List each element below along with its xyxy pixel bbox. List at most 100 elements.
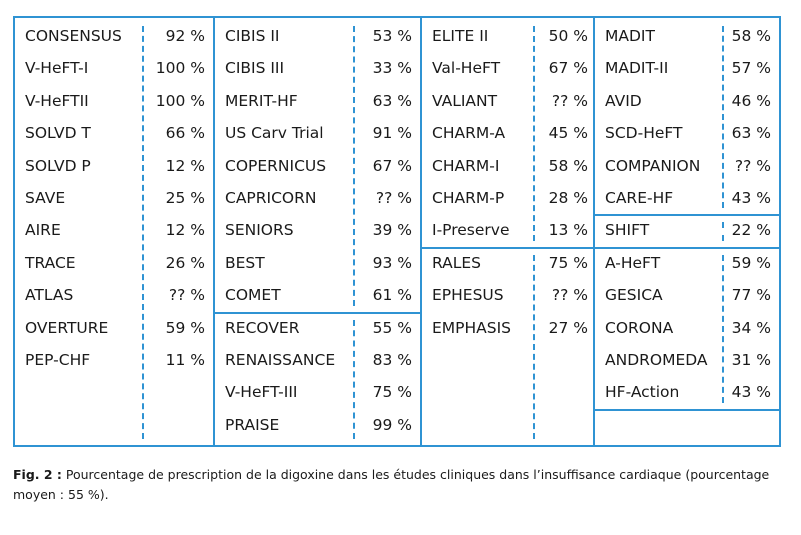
trial-name: CIBIS II: [225, 27, 280, 45]
table-group: CIBIS II 53 % CIBIS III 33 % MERIT-HF 63 % US …: [215, 20, 420, 312]
table-row: EMPHASIS 27 %: [422, 312, 593, 344]
table-row: ELITE II 50 %: [422, 20, 593, 52]
table-row: Val-HeFT 67 %: [422, 52, 593, 84]
trial-name: CIBIS III: [225, 59, 285, 78]
prescription-percentage: 75 %: [548, 253, 588, 272]
dashed-separator: [142, 26, 144, 439]
table-row: VALIANT ?? %: [422, 85, 593, 117]
table-row: COMPANION ?? %: [595, 150, 779, 182]
prescription-percentage: 63 %: [372, 91, 412, 110]
table-row: CONSENSUS 92 %: [15, 20, 213, 52]
table-row: GESICA 77 %: [595, 279, 779, 311]
prescription-percentage: 46 %: [731, 91, 771, 110]
trial-name: AVID: [605, 91, 642, 110]
dashed-separator: [353, 26, 355, 306]
prescription-percentage: 58 %: [548, 156, 588, 175]
prescription-percentage: 59 %: [731, 253, 771, 272]
trial-name: RENAISSANCE: [225, 350, 336, 369]
table-row: MADIT 58 %: [595, 20, 779, 52]
table-row: CHARM-A 45 %: [422, 117, 593, 149]
trial-name: SOLVD T: [25, 124, 91, 143]
table-group: SHIFT 22 %: [595, 214, 779, 246]
table-group: [595, 408, 779, 445]
prescription-percentage: ?? %: [734, 156, 771, 175]
table-row: HF-Action 43 %: [595, 376, 779, 408]
trial-name: HF-Action: [605, 383, 680, 402]
table-row: RECOVER 55 %: [215, 312, 420, 344]
prescription-percentage: 99 %: [372, 415, 412, 434]
trial-name: MADIT-II: [605, 59, 669, 78]
table-row: TRACE 26 %: [15, 247, 213, 279]
prescription-percentage: 28 %: [548, 189, 588, 207]
table-row: ATLAS ?? %: [15, 279, 213, 311]
dashed-separator: [722, 254, 724, 403]
table-row: I-Preserve 13 %: [422, 214, 593, 246]
trial-name: CARE-HF: [605, 189, 674, 207]
prescription-percentage: ?? %: [168, 286, 205, 305]
table-row: AVID 46 %: [595, 85, 779, 117]
table-group: CONSENSUS 92 % V-HeFT-I 100 % V-HeFTII 100 % S…: [15, 20, 213, 445]
trial-name: CONSENSUS: [25, 27, 122, 45]
prescription-percentage: 77 %: [731, 286, 771, 305]
table-row: CARE-HF 43 %: [595, 182, 779, 214]
prescription-percentage: 83 %: [372, 350, 412, 369]
table-row: PEP-CHF 11 %: [15, 344, 213, 376]
trial-name: VALIANT: [432, 91, 498, 110]
prescription-percentage: 92 %: [165, 27, 205, 45]
table-row: CIBIS III 33 %: [215, 52, 420, 84]
table-row: SHIFT 22 %: [595, 214, 779, 246]
table-column-3: ELITE II 50 % Val-HeFT 67 % VALIANT ?? % CHARM…: [420, 18, 593, 445]
prescription-percentage: 27 %: [548, 318, 588, 337]
trial-name: SENIORS: [225, 221, 294, 240]
table-row: RALES 75 %: [422, 247, 593, 279]
table-group: RECOVER 55 % RENAISSANCE 83 % V-HeFT-III 75 %…: [215, 311, 420, 445]
table-row: A-HeFT 59 %: [595, 247, 779, 279]
table-row: SCD-HeFT 63 %: [595, 117, 779, 149]
table-row: BEST 93 %: [215, 247, 420, 279]
table-row: COMET 61 %: [215, 279, 420, 311]
prescription-percentage: 58 %: [731, 27, 771, 45]
trial-name: EPHESUS: [432, 286, 504, 305]
dashed-separator: [533, 26, 535, 241]
trial-name: BEST: [225, 253, 265, 272]
table-row: PRAISE 99 %: [215, 409, 420, 441]
trial-name: MERIT-HF: [225, 91, 298, 110]
prescription-percentage: 61 %: [372, 286, 412, 305]
trial-name: V-HeFT-III: [225, 383, 298, 402]
table-group: MADIT 58 % MADIT-II 57 % AVID 46 % SCD-HeFT 63 …: [595, 20, 779, 214]
table-row: MADIT-II 57 %: [595, 52, 779, 84]
trial-name: EMPHASIS: [432, 318, 512, 337]
trial-name: US Carv Trial: [225, 124, 324, 143]
prescription-percentage: 34 %: [731, 318, 771, 337]
prescription-percentage: 57 %: [731, 59, 771, 78]
prescription-percentage: 25 %: [165, 189, 205, 207]
prescription-percentage: 67 %: [548, 59, 588, 78]
trials-table: CONSENSUS 92 % V-HeFT-I 100 % V-HeFTII 100 % S…: [13, 16, 781, 447]
prescription-percentage: 100 %: [155, 91, 205, 110]
table-row: RENAISSANCE 83 %: [215, 344, 420, 376]
table-row: COPERNICUS 67 %: [215, 150, 420, 182]
trial-name: OVERTURE: [25, 318, 109, 337]
prescription-percentage: 22 %: [731, 221, 771, 240]
prescription-percentage: 31 %: [731, 350, 771, 369]
trial-name: PRAISE: [225, 415, 280, 434]
prescription-percentage: 63 %: [731, 124, 771, 143]
prescription-percentage: 55 %: [372, 318, 412, 337]
prescription-percentage: 100 %: [155, 59, 205, 78]
trial-name: SCD-HeFT: [605, 124, 683, 143]
trial-name: ELITE II: [432, 27, 489, 45]
table-row: EPHESUS ?? %: [422, 279, 593, 311]
trial-name: SOLVD P: [25, 156, 91, 175]
prescription-percentage: 50 %: [548, 27, 588, 45]
trial-name: A-HeFT: [605, 253, 661, 272]
prescription-percentage: ?? %: [551, 286, 588, 305]
trial-name: ATLAS: [25, 286, 74, 305]
table-row: V-HeFT-III 75 %: [215, 376, 420, 408]
table-row: CIBIS II 53 %: [215, 20, 420, 52]
prescription-percentage: 66 %: [165, 124, 205, 143]
table-row: ANDROMEDA 31 %: [595, 344, 779, 376]
table-column-4: MADIT 58 % MADIT-II 57 % AVID 46 % SCD-HeFT 63 …: [593, 18, 779, 445]
trial-name: SHIFT: [605, 221, 650, 240]
table-row: SOLVD P 12 %: [15, 150, 213, 182]
trial-name: SAVE: [25, 189, 66, 207]
